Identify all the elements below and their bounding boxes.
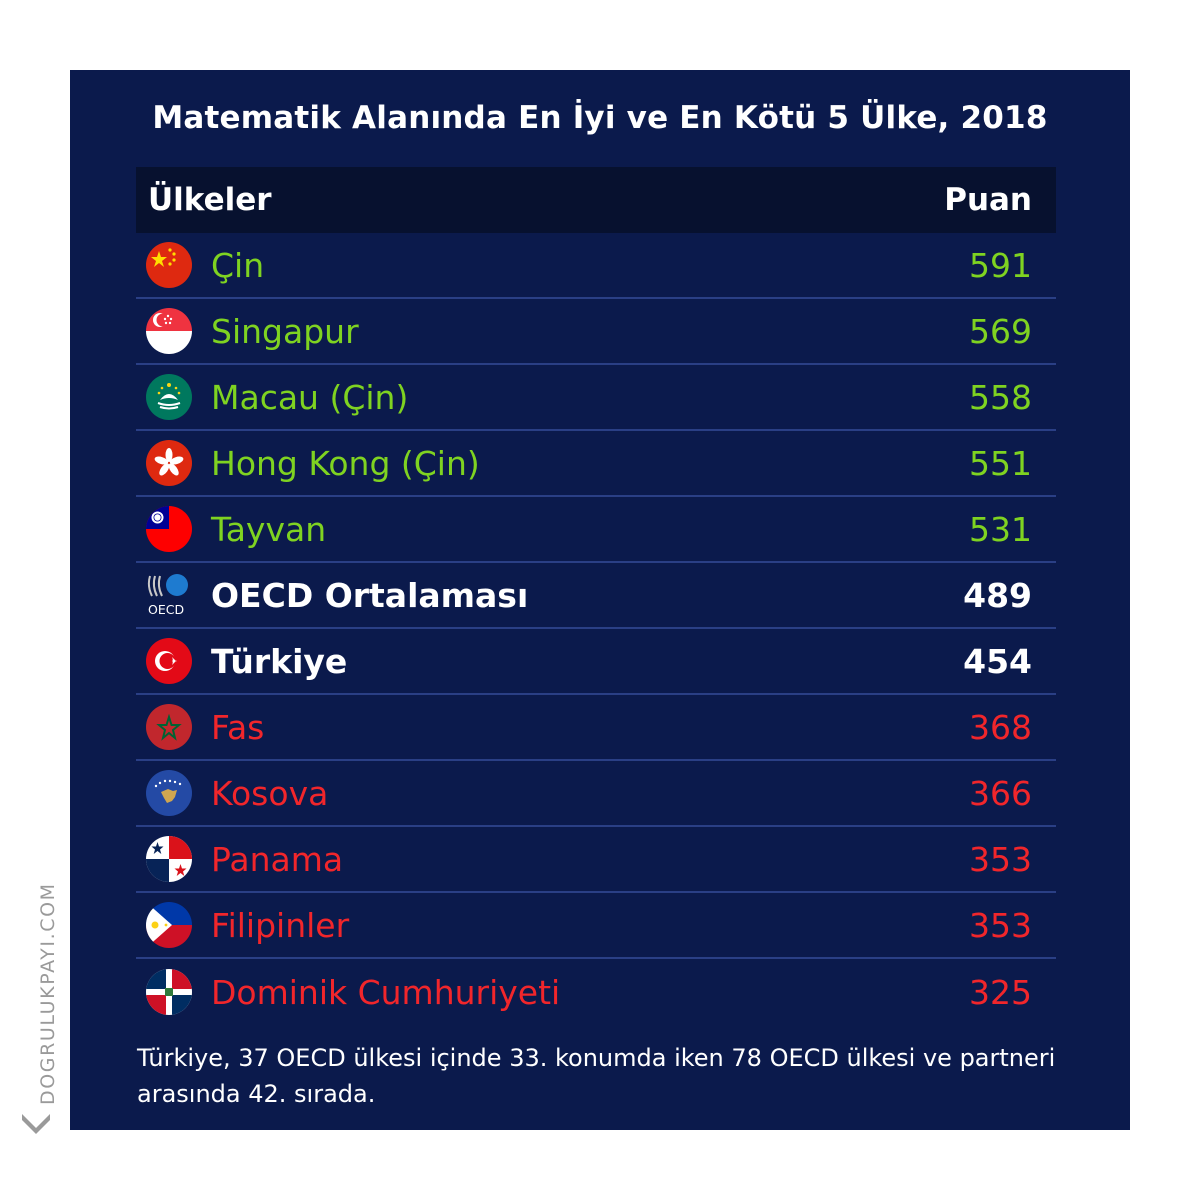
country-cell: Çin [146, 242, 264, 288]
score-value: 368 [969, 707, 1032, 747]
brand-logo-icon [22, 1114, 50, 1134]
score-value: 325 [969, 972, 1032, 1012]
country-cell: Tayvan [146, 506, 326, 552]
country-name: Çin [211, 245, 265, 285]
table-row: OECD OECD Ortalaması 489 [136, 563, 1056, 629]
china-flag-icon [146, 242, 192, 288]
infographic-panel [70, 70, 1130, 1130]
score-value: 551 [969, 443, 1032, 483]
table-row: Türkiye 454 [136, 629, 1056, 695]
score-value: 353 [969, 905, 1032, 945]
score-column-header: Puan [944, 182, 1032, 218]
country-name: Singapur [211, 311, 359, 351]
country-name: Filipinler [211, 905, 350, 945]
macau-flag-icon [146, 374, 192, 420]
country-name: Kosova [211, 773, 329, 813]
country-cell: Panama [146, 836, 343, 882]
score-value: 558 [969, 377, 1032, 417]
kosovo-flag-icon [146, 770, 192, 816]
table-header: Ülkeler Puan [136, 167, 1056, 233]
panama-flag-icon [146, 836, 192, 882]
score-table: Ülkeler Puan Çin 591 Singapur 569 Macau (Çin… [136, 167, 1056, 1025]
table-row: Macau (Çin) 558 [136, 365, 1056, 431]
oecd-logo: OECD [146, 572, 192, 618]
country-cell: Hong Kong (Çin) [146, 440, 480, 486]
score-value: 591 [969, 245, 1032, 285]
country-name: OECD Ortalaması [211, 575, 529, 615]
singapore-flag-icon [146, 308, 192, 354]
country-name: Tayvan [211, 509, 327, 549]
table-body: Çin 591 Singapur 569 Macau (Çin) 558 Hong Kong… [136, 233, 1056, 1025]
score-value: 353 [969, 839, 1032, 879]
country-cell: Fas [146, 704, 264, 750]
score-value: 366 [969, 773, 1032, 813]
dominican-republic-flag-icon [146, 969, 192, 1015]
svg-text:OECD: OECD [148, 602, 184, 617]
table-row: Kosova 366 [136, 761, 1056, 827]
table-row: Fas 368 [136, 695, 1056, 761]
turkey-flag-icon [146, 638, 192, 684]
table-row: Singapur 569 [136, 299, 1056, 365]
country-name: Macau (Çin) [211, 377, 409, 417]
country-name: Panama [211, 839, 344, 879]
table-row: Filipinler 353 [136, 893, 1056, 959]
country-cell: Türkiye [146, 638, 347, 684]
taiwan-flag-icon [146, 506, 192, 552]
country-column-header: Ülkeler [148, 182, 272, 218]
score-value: 531 [969, 509, 1032, 549]
score-value: 454 [963, 641, 1032, 681]
table-row: Dominik Cumhuriyeti 325 [136, 959, 1056, 1025]
score-value: 569 [969, 311, 1032, 351]
country-cell: Kosova [146, 770, 328, 816]
country-cell: OECD OECD Ortalaması [146, 572, 528, 618]
hong-kong-flag-icon [146, 440, 192, 486]
philippines-flag-icon [146, 902, 192, 948]
footnote: Türkiye, 37 OECD ülkesi içinde 33. konum… [137, 1044, 1056, 1108]
country-cell: Dominik Cumhuriyeti [146, 969, 560, 1015]
country-name: Dominik Cumhuriyeti [211, 972, 561, 1012]
table-row: Hong Kong (Çin) 551 [136, 431, 1056, 497]
country-cell: Filipinler [146, 902, 349, 948]
country-cell: Macau (Çin) [146, 374, 408, 420]
brand-watermark: DOGRULUKPAYI.COM [37, 882, 59, 1105]
table-row: Tayvan 531 [136, 497, 1056, 563]
morocco-flag-icon [146, 704, 192, 750]
score-value: 489 [963, 575, 1032, 615]
table-row: Çin 591 [136, 233, 1056, 299]
country-cell: Singapur [146, 308, 359, 354]
country-name: Fas [211, 707, 265, 747]
table-row: Panama 353 [136, 827, 1056, 893]
country-name: Hong Kong (Çin) [211, 443, 480, 483]
chart-title: Matematik Alanında En İyi ve En Kötü 5 Ü… [152, 100, 1048, 136]
country-name: Türkiye [211, 641, 348, 681]
